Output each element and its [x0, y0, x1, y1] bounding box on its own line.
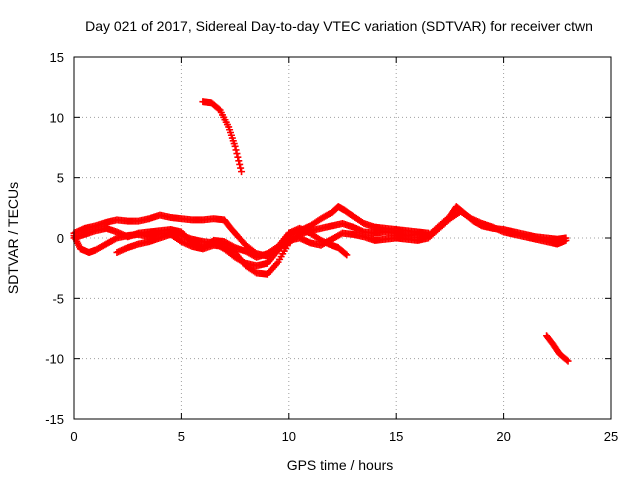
y-tick-label: 0 — [57, 231, 64, 246]
plot-frame — [73, 56, 612, 420]
y-tick-label: 10 — [50, 110, 64, 125]
data-point — [562, 236, 570, 244]
y-tick-label: -5 — [52, 291, 64, 306]
x-tick-label: 10 — [282, 429, 296, 444]
data-point — [564, 357, 572, 365]
x-tick-label: 0 — [70, 429, 77, 444]
series-track-5 — [199, 98, 246, 176]
y-tick-label: 15 — [50, 50, 64, 65]
data-point — [237, 164, 245, 172]
data-point — [342, 250, 350, 258]
x-tick-label: 20 — [496, 429, 510, 444]
x-axis-label: GPS time / hours — [287, 457, 394, 473]
data-point — [236, 160, 244, 168]
data-point — [235, 157, 243, 165]
x-tick-label: 15 — [389, 429, 403, 444]
data-point — [563, 356, 571, 364]
y-axis-label: SDTVAR / TECUs — [5, 182, 21, 294]
data-point — [238, 168, 246, 176]
chart-title: Day 021 of 2017, Sidereal Day-to-day VTE… — [85, 18, 593, 34]
series-track-6 — [543, 332, 572, 365]
y-tick-label: -10 — [45, 352, 64, 367]
data-point — [233, 150, 241, 158]
x-tick-label: 5 — [178, 429, 185, 444]
axis-ticks: 0 5 10 15 20 25 -15 -10 -5 0 5 10 15 — [45, 50, 618, 444]
data-point — [234, 153, 242, 161]
series-track-1 — [70, 203, 432, 260]
x-tick-label: 25 — [604, 429, 618, 444]
y-tick-label: 5 — [57, 171, 64, 186]
data-point — [343, 251, 351, 259]
data-points — [70, 98, 572, 365]
y-tick-label: -15 — [45, 412, 64, 427]
data-point — [231, 142, 239, 150]
data-point — [232, 146, 240, 154]
series-track-4 — [113, 207, 570, 270]
